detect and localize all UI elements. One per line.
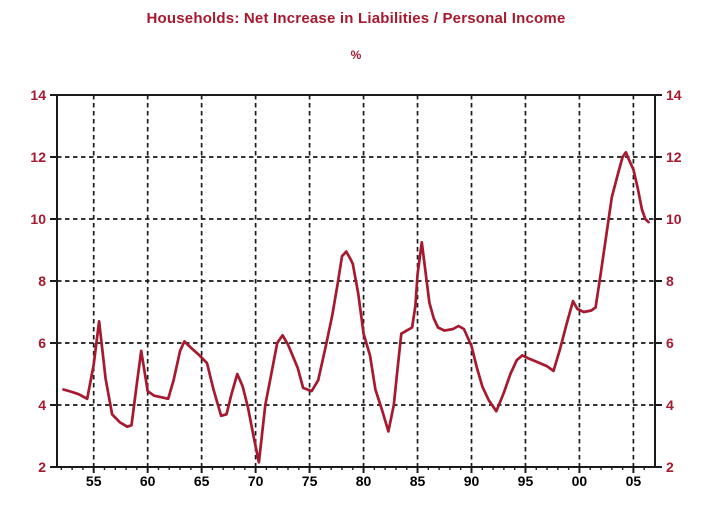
y-axis-label-left-14: 14 <box>30 87 46 103</box>
x-axis-label-75: 75 <box>302 473 318 489</box>
y-axis-label-right-4: 4 <box>666 397 674 413</box>
x-axis-label-65: 65 <box>194 473 210 489</box>
y-axis-label-left-6: 6 <box>38 335 46 351</box>
x-axis-label-60: 60 <box>140 473 156 489</box>
x-axis-label-80: 80 <box>356 473 372 489</box>
y-axis-label-right-2: 2 <box>666 459 674 475</box>
y-axis-label-left-2: 2 <box>38 459 46 475</box>
x-axis-label-90: 90 <box>464 473 480 489</box>
data-line-series-0 <box>62 150 650 464</box>
x-axis-label-95: 95 <box>518 473 534 489</box>
unit-label: % <box>350 48 362 62</box>
y-axis-label-right-10: 10 <box>666 211 682 227</box>
y-axis-label-left-10: 10 <box>30 211 46 227</box>
y-axis-label-right-8: 8 <box>666 273 674 289</box>
y-axis-label-right-14: 14 <box>666 87 682 103</box>
y-axis-label-left-12: 12 <box>30 149 46 165</box>
y-axis-label-left-8: 8 <box>38 273 46 289</box>
x-axis-label-70: 70 <box>248 473 264 489</box>
x-axis-label-00: 00 <box>572 473 588 489</box>
y-axis-label-right-12: 12 <box>666 149 682 165</box>
y-axis-label-right-6: 6 <box>666 335 674 351</box>
x-axis-label-85: 85 <box>410 473 426 489</box>
chart-title: Households: Net Increase in Liabilities … <box>146 10 566 27</box>
y-axis-label-left-4: 4 <box>38 397 46 413</box>
x-axis-label-55: 55 <box>86 473 102 489</box>
x-axis-label-05: 05 <box>626 473 642 489</box>
